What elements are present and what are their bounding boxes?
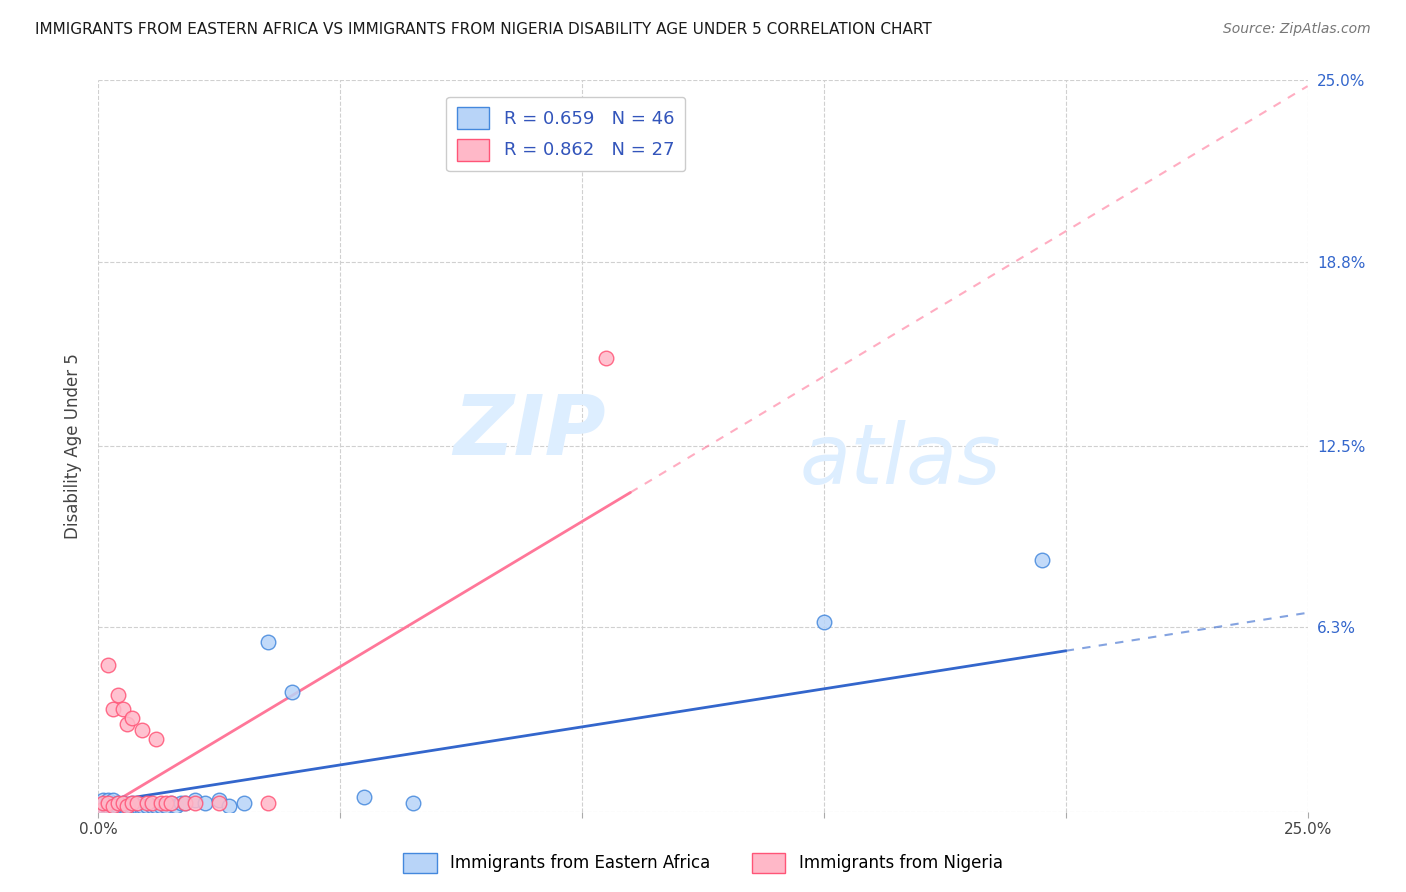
Point [107, 802, 129, 816]
Point [117, 798, 139, 813]
Point [135, 796, 157, 810]
Point [107, 796, 129, 810]
Point [91, 798, 114, 813]
Point [595, 351, 617, 366]
Point [174, 796, 197, 810]
Point [111, 796, 134, 810]
Legend: Immigrants from Eastern Africa, Immigrants from Nigeria: Immigrants from Eastern Africa, Immigran… [396, 847, 1010, 880]
Point [150, 796, 173, 810]
Point [121, 796, 143, 810]
Point [101, 798, 124, 813]
Point [97, 796, 120, 810]
Point [101, 798, 124, 813]
Legend: R = 0.659   N = 46, R = 0.862   N = 27: R = 0.659 N = 46, R = 0.862 N = 27 [446, 96, 685, 171]
Point [127, 796, 149, 810]
Point [91, 793, 114, 807]
Point [281, 685, 304, 699]
Point [208, 796, 231, 810]
Point [145, 731, 167, 746]
Point [127, 802, 149, 816]
Point [117, 798, 139, 813]
Point [121, 796, 143, 810]
Point [111, 796, 134, 810]
Point [141, 796, 163, 810]
Point [256, 796, 278, 810]
Point [1031, 553, 1053, 567]
Point [256, 635, 278, 649]
Point [174, 796, 197, 810]
Point [145, 798, 167, 813]
Point [91, 802, 114, 816]
Point [184, 796, 207, 810]
Point [111, 802, 134, 816]
Point [160, 796, 183, 810]
Point [813, 615, 835, 629]
Point [117, 717, 139, 731]
Point [208, 793, 231, 807]
Point [160, 796, 183, 810]
Point [97, 793, 120, 807]
Point [169, 796, 191, 810]
Point [111, 798, 134, 813]
Point [353, 790, 375, 805]
Point [97, 796, 120, 810]
Point [91, 796, 114, 810]
Point [165, 798, 187, 813]
Point [107, 688, 129, 702]
Point [155, 796, 177, 810]
Point [194, 796, 217, 810]
Point [184, 793, 207, 807]
Point [117, 802, 139, 816]
Point [232, 796, 254, 810]
Point [111, 702, 134, 716]
Text: ZIP: ZIP [454, 391, 606, 472]
Point [107, 798, 129, 813]
Point [141, 798, 163, 813]
Point [131, 798, 153, 813]
Point [218, 798, 240, 813]
Point [97, 798, 120, 813]
Point [150, 798, 173, 813]
Point [97, 658, 120, 673]
Point [131, 802, 153, 816]
Point [121, 711, 143, 725]
Point [155, 798, 177, 813]
Text: atlas: atlas [800, 420, 1001, 501]
Point [97, 802, 120, 816]
Point [101, 702, 124, 716]
Point [101, 802, 124, 816]
Point [91, 796, 114, 810]
Point [402, 796, 425, 810]
Text: Source: ZipAtlas.com: Source: ZipAtlas.com [1223, 22, 1371, 37]
Point [135, 798, 157, 813]
Point [101, 793, 124, 807]
Point [107, 796, 129, 810]
Point [121, 798, 143, 813]
Y-axis label: Disability Age Under 5: Disability Age Under 5 [65, 353, 83, 539]
Point [101, 796, 124, 810]
Text: IMMIGRANTS FROM EASTERN AFRICA VS IMMIGRANTS FROM NIGERIA DISABILITY AGE UNDER 5: IMMIGRANTS FROM EASTERN AFRICA VS IMMIGR… [35, 22, 932, 37]
Point [131, 723, 153, 737]
Point [127, 798, 149, 813]
Point [121, 802, 143, 816]
